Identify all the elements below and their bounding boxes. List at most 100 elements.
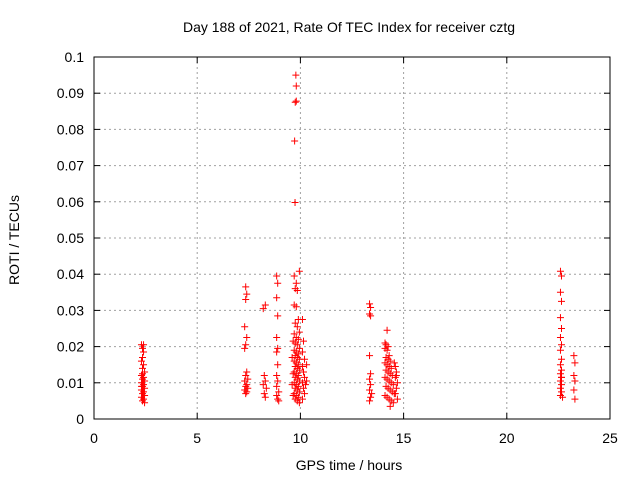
data-point bbox=[391, 373, 399, 381]
data-point bbox=[392, 384, 400, 392]
data-point bbox=[556, 267, 564, 275]
data-point bbox=[241, 344, 249, 352]
data-point bbox=[384, 343, 392, 351]
data-point bbox=[557, 272, 565, 280]
data-point bbox=[393, 395, 401, 403]
x-axis-title: GPS time / hours bbox=[296, 457, 403, 473]
data-point bbox=[299, 368, 307, 376]
data-point bbox=[261, 377, 269, 385]
data-point bbox=[557, 373, 565, 381]
data-point bbox=[556, 314, 564, 322]
data-point bbox=[366, 397, 374, 405]
data-point bbox=[301, 373, 309, 381]
data-point bbox=[367, 312, 375, 320]
data-point bbox=[559, 393, 567, 401]
data-point bbox=[262, 384, 270, 392]
data-point bbox=[290, 272, 298, 280]
data-point bbox=[289, 391, 297, 399]
data-point bbox=[292, 82, 300, 90]
data-point bbox=[294, 382, 302, 390]
data-point bbox=[141, 391, 149, 399]
data-point bbox=[557, 381, 565, 389]
data-point bbox=[261, 393, 269, 401]
data-point bbox=[571, 395, 579, 403]
data-point bbox=[294, 361, 302, 369]
y-tick-label: 0.05 bbox=[57, 230, 84, 246]
data-point bbox=[241, 323, 249, 331]
data-point bbox=[244, 384, 252, 392]
data-point bbox=[386, 357, 394, 365]
data-point bbox=[557, 366, 565, 374]
data-point bbox=[291, 137, 299, 145]
data-point bbox=[293, 323, 301, 331]
data-point bbox=[242, 341, 250, 349]
data-point bbox=[571, 377, 579, 385]
data-point bbox=[274, 344, 282, 352]
data-point bbox=[393, 379, 401, 387]
data-point bbox=[556, 361, 564, 369]
data-point bbox=[386, 402, 394, 410]
data-point bbox=[556, 346, 564, 354]
data-point bbox=[295, 366, 303, 374]
data-point bbox=[367, 393, 375, 401]
data-point bbox=[274, 279, 282, 287]
data-point bbox=[292, 97, 300, 105]
data-point bbox=[298, 315, 306, 323]
data-point bbox=[242, 390, 250, 398]
data-point bbox=[367, 381, 375, 389]
data-point bbox=[141, 399, 149, 407]
data-point bbox=[294, 393, 302, 401]
data-point bbox=[242, 296, 250, 304]
data-points bbox=[137, 71, 579, 410]
data-point bbox=[389, 399, 397, 407]
data-point bbox=[294, 372, 302, 380]
data-point bbox=[274, 361, 282, 369]
x-tick-label: 25 bbox=[602, 430, 618, 446]
data-point bbox=[366, 375, 374, 383]
data-point bbox=[366, 300, 374, 308]
data-point bbox=[301, 390, 309, 398]
data-point bbox=[273, 294, 281, 302]
data-point bbox=[260, 390, 268, 398]
data-point bbox=[274, 312, 282, 320]
data-point bbox=[556, 288, 564, 296]
data-point bbox=[241, 377, 249, 385]
data-point bbox=[389, 381, 397, 389]
data-point bbox=[295, 344, 303, 352]
data-point bbox=[556, 334, 564, 342]
data-point bbox=[291, 319, 299, 327]
data-point bbox=[298, 348, 306, 356]
data-point bbox=[301, 355, 309, 363]
y-tick-label: 0.04 bbox=[57, 266, 84, 282]
y-tick-label: 0.03 bbox=[57, 302, 84, 318]
data-point bbox=[571, 359, 579, 367]
data-point bbox=[295, 388, 303, 396]
data-point bbox=[140, 395, 148, 403]
y-tick-label: 0.08 bbox=[57, 121, 84, 137]
data-point bbox=[273, 391, 281, 399]
data-point bbox=[556, 377, 564, 385]
data-point bbox=[273, 382, 281, 390]
data-point bbox=[368, 390, 376, 398]
data-point bbox=[557, 297, 565, 305]
x-axis-tick-labels: 0 5 10 15 20 25 bbox=[90, 430, 618, 446]
data-point bbox=[243, 381, 251, 389]
data-point bbox=[289, 370, 297, 378]
data-point bbox=[303, 377, 311, 385]
data-point bbox=[366, 352, 374, 360]
data-point bbox=[139, 370, 147, 378]
data-point bbox=[137, 382, 145, 390]
data-point bbox=[570, 372, 578, 380]
x-tick-label: 20 bbox=[499, 430, 515, 446]
data-point bbox=[259, 305, 267, 313]
data-point bbox=[274, 395, 282, 403]
data-point bbox=[140, 341, 148, 349]
data-point bbox=[570, 386, 578, 394]
data-point bbox=[385, 352, 393, 360]
x-tick-label: 10 bbox=[293, 430, 309, 446]
data-point bbox=[242, 283, 250, 291]
data-point bbox=[242, 372, 250, 380]
data-point bbox=[295, 399, 303, 407]
data-point bbox=[140, 373, 148, 381]
data-point bbox=[299, 384, 307, 392]
